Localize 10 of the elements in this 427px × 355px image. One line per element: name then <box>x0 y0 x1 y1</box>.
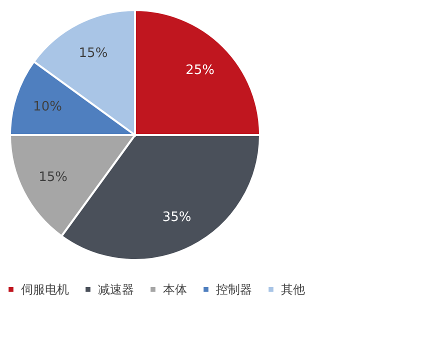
legend-label: 减速器 <box>98 282 134 296</box>
legend-label: 伺服电机 <box>21 282 69 296</box>
data-label: 15% <box>38 170 68 185</box>
data-label: 15% <box>78 46 108 62</box>
legend-label: 控制器 <box>216 282 252 296</box>
data-label: 35% <box>162 210 192 225</box>
data-label: 10% <box>33 100 62 115</box>
data-label: 25% <box>186 62 215 78</box>
legend-label: 其他 <box>281 282 305 296</box>
legend-label: 本体 <box>163 282 187 296</box>
